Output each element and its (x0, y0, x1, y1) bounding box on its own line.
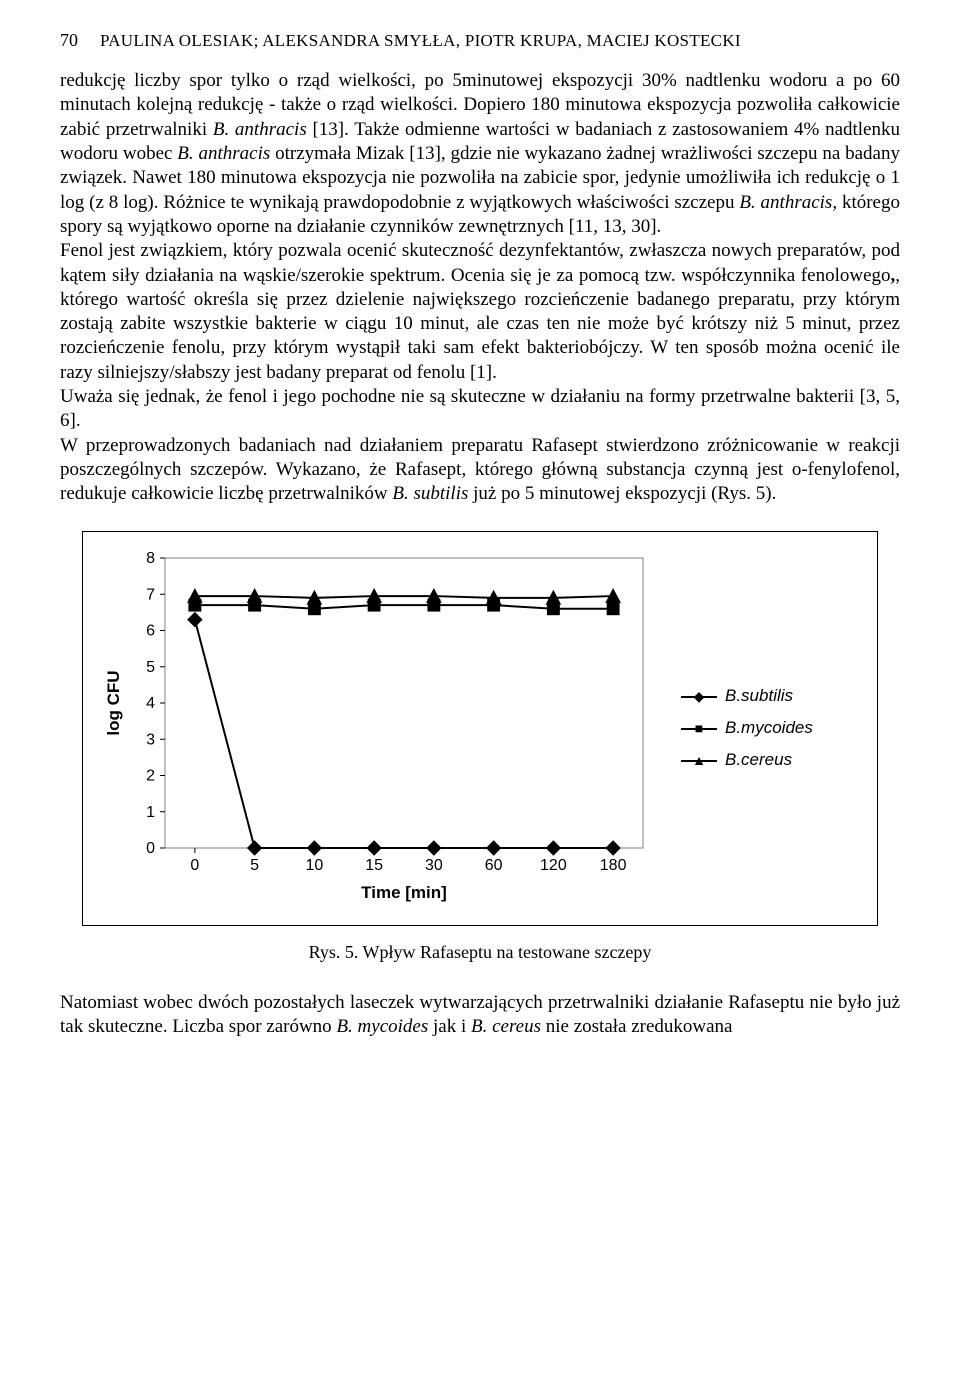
legend-item: ■B.mycoides (681, 712, 813, 744)
svg-text:1: 1 (146, 803, 155, 820)
legend-item: ◆B.subtilis (681, 680, 813, 712)
species: B. anthracis (177, 143, 270, 164)
svg-text:4: 4 (146, 695, 155, 712)
page-number: 70 (60, 30, 78, 51)
body-text: redukcję liczby spor tylko o rząd wielko… (60, 69, 900, 507)
text: nie została zredukowana (541, 1016, 733, 1037)
text: Fenol jest związkiem, który pozwala ocen… (60, 240, 900, 285)
svg-text:0: 0 (190, 857, 199, 874)
legend: ◆B.subtilis■B.mycoides▲B.cereus (681, 680, 813, 777)
svg-text:5: 5 (146, 658, 155, 675)
page-header: 70 PAULINA OLESIAK; ALEKSANDRA SMYŁŁA, P… (60, 30, 900, 51)
svg-text:15: 15 (365, 857, 383, 874)
species: B. subtilis (392, 483, 468, 504)
figure-caption: Rys. 5. Wpływ Rafaseptu na testowane szc… (60, 942, 900, 963)
svg-text:3: 3 (146, 731, 155, 748)
text: Uważa się jednak, że fenol i jego pochod… (60, 386, 900, 431)
authors: PAULINA OLESIAK; ALEKSANDRA SMYŁŁA, PIOT… (100, 31, 741, 51)
svg-text:7: 7 (146, 586, 155, 603)
svg-text:5: 5 (250, 857, 259, 874)
body-text-after: Natomiast wobec dwóch pozostałych lasecz… (60, 991, 900, 1040)
svg-text:180: 180 (600, 857, 627, 874)
svg-text:log CFU: log CFU (104, 670, 123, 735)
figure-5: 0 1 2 3 4 5 6 7 8 0 5 10 15 30 60 120 180 Time [min] log C… (82, 531, 878, 926)
svg-text:60: 60 (485, 857, 503, 874)
svg-text:10: 10 (305, 857, 323, 874)
species: B. anthracis (213, 119, 307, 140)
svg-text:Time [min]: Time [min] (361, 883, 447, 902)
svg-text:6: 6 (146, 622, 155, 639)
legend-item: ▲B.cereus (681, 744, 813, 776)
svg-text:8: 8 (146, 550, 155, 567)
chart: 0 1 2 3 4 5 6 7 8 0 5 10 15 30 60 120 180 Time [min] log C… (101, 546, 661, 911)
svg-text:0: 0 (146, 840, 155, 857)
species: B. mycoides (336, 1016, 428, 1037)
text: już po 5 minutowej ekspozycji (Rys. 5). (468, 483, 776, 504)
svg-text:120: 120 (540, 857, 567, 874)
species: B. anthracis (739, 192, 832, 213)
text: jak i (428, 1016, 471, 1037)
species: B. cereus (471, 1016, 541, 1037)
svg-text:30: 30 (425, 857, 443, 874)
svg-text:2: 2 (146, 767, 155, 784)
